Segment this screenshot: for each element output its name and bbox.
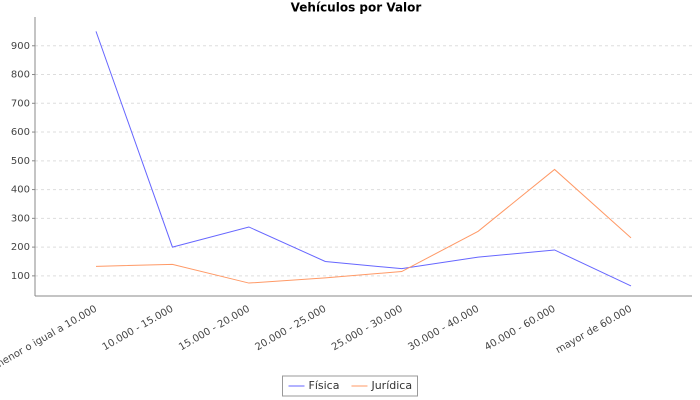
x-tick-label: 30.000 - 40.000 [406, 304, 481, 354]
series-line [95, 168, 632, 284]
x-tick-label: 25.000 - 30.000 [330, 304, 405, 354]
x-tick-label: mayor de 60.000 [554, 304, 634, 356]
x-tick-label: 40.000 - 60.000 [483, 304, 558, 354]
x-tick-label: 15.000 - 20.000 [177, 304, 252, 354]
y-tick-label: 400 [11, 185, 30, 196]
legend-label: Jurídica [370, 379, 412, 392]
y-tick-label: 300 [11, 213, 30, 224]
chart-title: Vehículos por Valor [291, 1, 422, 15]
y-tick-label: 500 [11, 156, 30, 167]
y-tick-label: 800 [11, 70, 30, 81]
y-tick-label: 100 [11, 271, 30, 282]
y-tick-label: 700 [11, 98, 30, 109]
legend-box [282, 375, 418, 397]
legend-label: Física [309, 379, 340, 392]
y-tick-label: 600 [11, 127, 30, 138]
x-tick-label: 20.000 - 25.000 [254, 304, 329, 354]
series-line [95, 31, 632, 287]
y-tick-label: 200 [11, 242, 30, 253]
y-tick-label: 900 [11, 41, 30, 52]
x-tick-label: menor o igual a 10.000 [0, 304, 99, 372]
x-tick-label: 10.000 - 15.000 [101, 304, 176, 354]
